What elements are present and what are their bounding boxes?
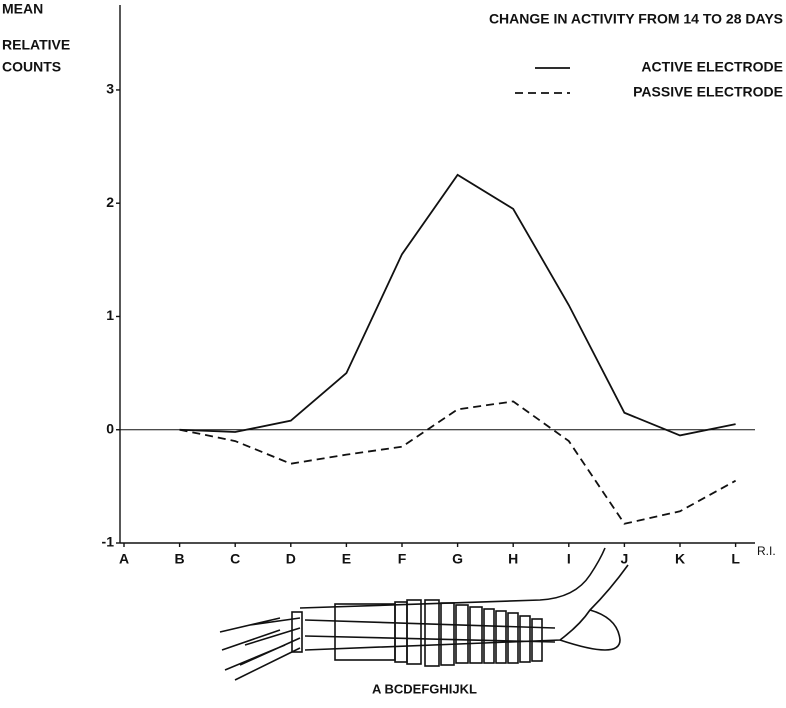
x-tick-label: K (675, 551, 685, 567)
y-tick-label: 2 (106, 194, 114, 210)
legend-label: ACTIVE ELECTRODE (641, 59, 783, 75)
x-label: R.I. (757, 544, 776, 558)
x-tick-label: D (286, 551, 296, 567)
x-tick-label: G (452, 551, 463, 567)
y-tick-label: 3 (106, 81, 114, 97)
y-label-line: COUNTS (2, 59, 61, 75)
x-tick-label: I (567, 551, 571, 567)
y-tick-label: -1 (102, 534, 115, 550)
y-tick-label: 0 (106, 420, 114, 436)
x-tick-label: E (342, 551, 351, 567)
x-tick-label: L (731, 551, 740, 567)
x-tick-label: F (398, 551, 407, 567)
y-tick-label: 1 (106, 307, 114, 323)
x-tick-label: J (621, 551, 629, 567)
data-line (179, 400, 737, 525)
chart-title: CHANGE IN ACTIVITY FROM 14 TO 28 DAYS (489, 11, 783, 27)
legend-label: PASSIVE ELECTRODE (633, 84, 783, 100)
x-tick-label: B (175, 551, 185, 567)
diagram-label: A BCDEFGHIJKL (372, 681, 477, 696)
x-tick-label: H (508, 551, 518, 567)
data-line (179, 173, 736, 437)
x-tick-label: A (119, 551, 129, 567)
y-label-line: RELATIVE (2, 37, 70, 53)
tail-diagram (219, 547, 629, 681)
x-tick-label: C (230, 551, 240, 567)
y-label-line: MEAN (2, 1, 43, 17)
